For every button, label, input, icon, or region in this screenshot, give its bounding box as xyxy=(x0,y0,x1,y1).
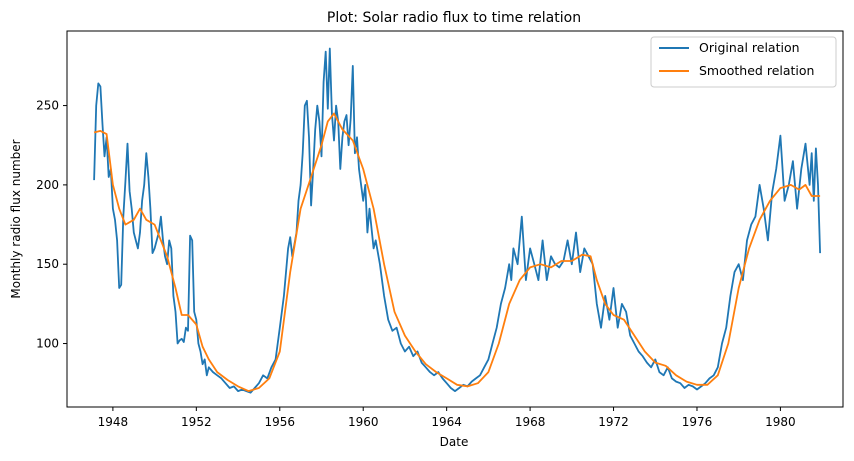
series-line-smoothed xyxy=(93,112,821,392)
plot-frame xyxy=(66,30,844,408)
legend: Original relation Smoothed relation xyxy=(650,36,837,88)
y-tick-label: 150 xyxy=(36,257,59,271)
x-tick-label: 1980 xyxy=(765,415,796,429)
chart-title: Plot: Solar radio flux to time relation xyxy=(327,10,581,26)
y-tick-label: 200 xyxy=(36,178,59,192)
y-tick-label: 100 xyxy=(36,337,59,351)
legend-label-original: Original relation xyxy=(699,40,800,55)
plot-area xyxy=(67,31,843,407)
y-tick-label: 250 xyxy=(36,99,59,113)
x-tick-label: 1976 xyxy=(682,415,713,429)
x-tick-label: 1972 xyxy=(598,415,629,429)
y-axis-ticks: 100 150 200 250 xyxy=(36,99,67,351)
x-tick-label: 1960 xyxy=(348,415,379,429)
x-axis-title: Date xyxy=(440,435,469,449)
y-axis-title: Monthly radio flux number xyxy=(9,139,23,298)
x-tick-label: 1964 xyxy=(431,415,462,429)
x-tick-label: 1948 xyxy=(98,415,129,429)
x-tick-label: 1956 xyxy=(265,415,296,429)
series-line-original xyxy=(93,47,821,394)
x-tick-label: 1968 xyxy=(515,415,546,429)
legend-box xyxy=(650,36,837,88)
legend-label-smoothed: Smoothed relation xyxy=(699,63,814,78)
x-axis-ticks: 1948 1952 1956 1960 1964 1968 1972 1976 1980 xyxy=(98,407,796,429)
x-tick-label: 1952 xyxy=(181,415,212,429)
series-layer xyxy=(93,47,821,394)
